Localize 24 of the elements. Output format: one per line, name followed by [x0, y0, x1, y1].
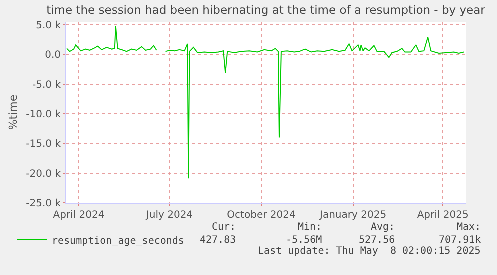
y-tick-label: -25.0 k	[26, 198, 62, 210]
y-axis-title: %time	[6, 94, 20, 130]
text: 427.83	[200, 235, 236, 246]
x-tick-label: January 2025	[319, 210, 387, 221]
y-tick-label: -10.0 k	[26, 109, 62, 120]
y-tick-label: -15.0 k	[26, 139, 62, 150]
y-tick-label: 0.0	[45, 50, 61, 62]
y-tick-label: -20.0 k	[26, 168, 62, 180]
text: Last update: Thu May 8 02:00:15 2025	[258, 246, 481, 257]
x-tick-label: April 2024	[53, 210, 105, 221]
y-tick-label: -5.0 k	[32, 80, 62, 91]
x-tick-label: April 2025	[417, 210, 469, 221]
text: 527.56	[359, 235, 396, 246]
y-tick-label: 5.0 k	[36, 20, 62, 32]
text: Cur:	[212, 222, 236, 233]
x-tick-label: October 2024	[227, 210, 296, 221]
text: Max:	[457, 222, 482, 233]
text: Avg:	[371, 222, 396, 233]
legend-label: resumption_age_seconds	[52, 236, 184, 247]
text: -5.56M	[286, 235, 322, 246]
text: Min:	[298, 222, 322, 233]
chart-title: time the session had been hibernating at the time of a resumption - by year	[46, 3, 486, 18]
text: 707.91k	[439, 235, 482, 246]
x-tick-label: July 2024	[145, 210, 194, 221]
